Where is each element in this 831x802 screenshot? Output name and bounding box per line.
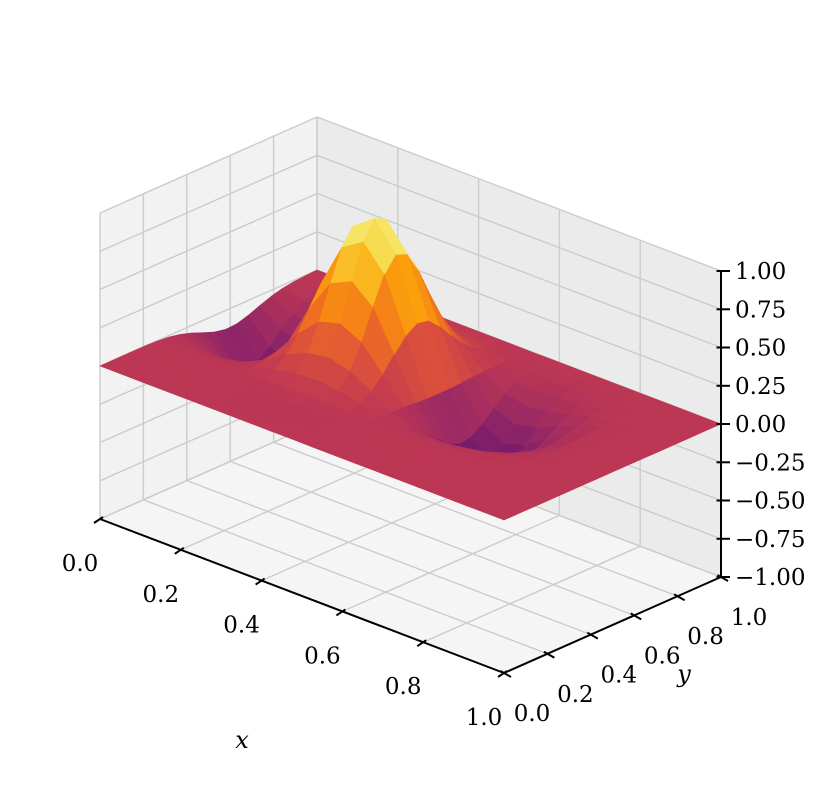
x-tick bbox=[93, 516, 104, 524]
axis-lines: 0.00.20.40.60.81.0 0.00.20.40.60.81.0−1.0… bbox=[62, 259, 806, 731]
x-tick-label: 1.0 bbox=[466, 705, 503, 731]
side-grid-z bbox=[99, 192, 318, 291]
x-tick-label: 0.6 bbox=[304, 643, 341, 669]
y-tick bbox=[543, 650, 555, 659]
floor-grid-y bbox=[186, 479, 592, 636]
floor-grid-x bbox=[261, 483, 479, 582]
y-axis-label: y bbox=[676, 660, 691, 688]
z-tick-label: −0.75 bbox=[735, 527, 805, 553]
surface-mesh bbox=[99, 218, 722, 521]
floor-pane bbox=[100, 423, 721, 673]
back-grid-z bbox=[316, 116, 722, 272]
y-tick-label: 0.8 bbox=[687, 624, 724, 650]
axis-labels: x y bbox=[235, 660, 691, 754]
x-axis-line bbox=[99, 518, 505, 674]
y-tick-label: 0.4 bbox=[601, 663, 638, 689]
floor-grid-y bbox=[273, 441, 678, 597]
floor-grid-y bbox=[143, 499, 548, 655]
y-tick bbox=[630, 612, 642, 621]
side-grid-z bbox=[99, 116, 318, 214]
x-tick bbox=[174, 546, 185, 555]
y-tick-label: 0.2 bbox=[557, 682, 594, 708]
floor-grid-y bbox=[229, 460, 635, 617]
side-grid-z bbox=[99, 154, 318, 252]
z-tick-label: 0.00 bbox=[735, 412, 786, 438]
x-tick bbox=[416, 639, 427, 648]
z-tick-label: 1.00 bbox=[735, 259, 786, 285]
y-tick bbox=[586, 631, 599, 640]
x-tick-label: 0.0 bbox=[62, 551, 99, 577]
z-tick-label: −1.00 bbox=[735, 565, 805, 591]
y-tick bbox=[500, 670, 512, 678]
x-axis-label: x bbox=[235, 726, 249, 754]
z-tick-label: 0.75 bbox=[735, 297, 786, 323]
z-tick-label: −0.25 bbox=[735, 450, 805, 476]
y-tick bbox=[673, 593, 686, 602]
surface-face-18-0 bbox=[482, 506, 516, 521]
side-grid-z bbox=[99, 422, 318, 520]
z-tick-label: 0.25 bbox=[735, 374, 786, 400]
floor-grid-x bbox=[180, 453, 399, 551]
x-tick-label: 0.8 bbox=[385, 674, 422, 700]
x-tick bbox=[255, 577, 266, 586]
z-tick-label: −0.50 bbox=[735, 489, 805, 515]
z-tick-label: 0.50 bbox=[735, 336, 786, 362]
back-grid-z bbox=[316, 154, 722, 310]
x-tick bbox=[497, 670, 508, 678]
y-tick-label: 0.6 bbox=[644, 643, 681, 669]
floor-grid-x bbox=[342, 514, 560, 613]
floor-grid-x bbox=[422, 545, 641, 643]
y-tick-label: 1.0 bbox=[731, 605, 768, 631]
y-tick-label: 0.0 bbox=[514, 701, 551, 727]
x-tick-label: 0.4 bbox=[223, 613, 260, 639]
y-axis-line bbox=[503, 576, 722, 674]
side-grid-z bbox=[99, 231, 318, 329]
x-tick bbox=[335, 608, 346, 617]
x-tick-label: 0.2 bbox=[143, 582, 180, 608]
